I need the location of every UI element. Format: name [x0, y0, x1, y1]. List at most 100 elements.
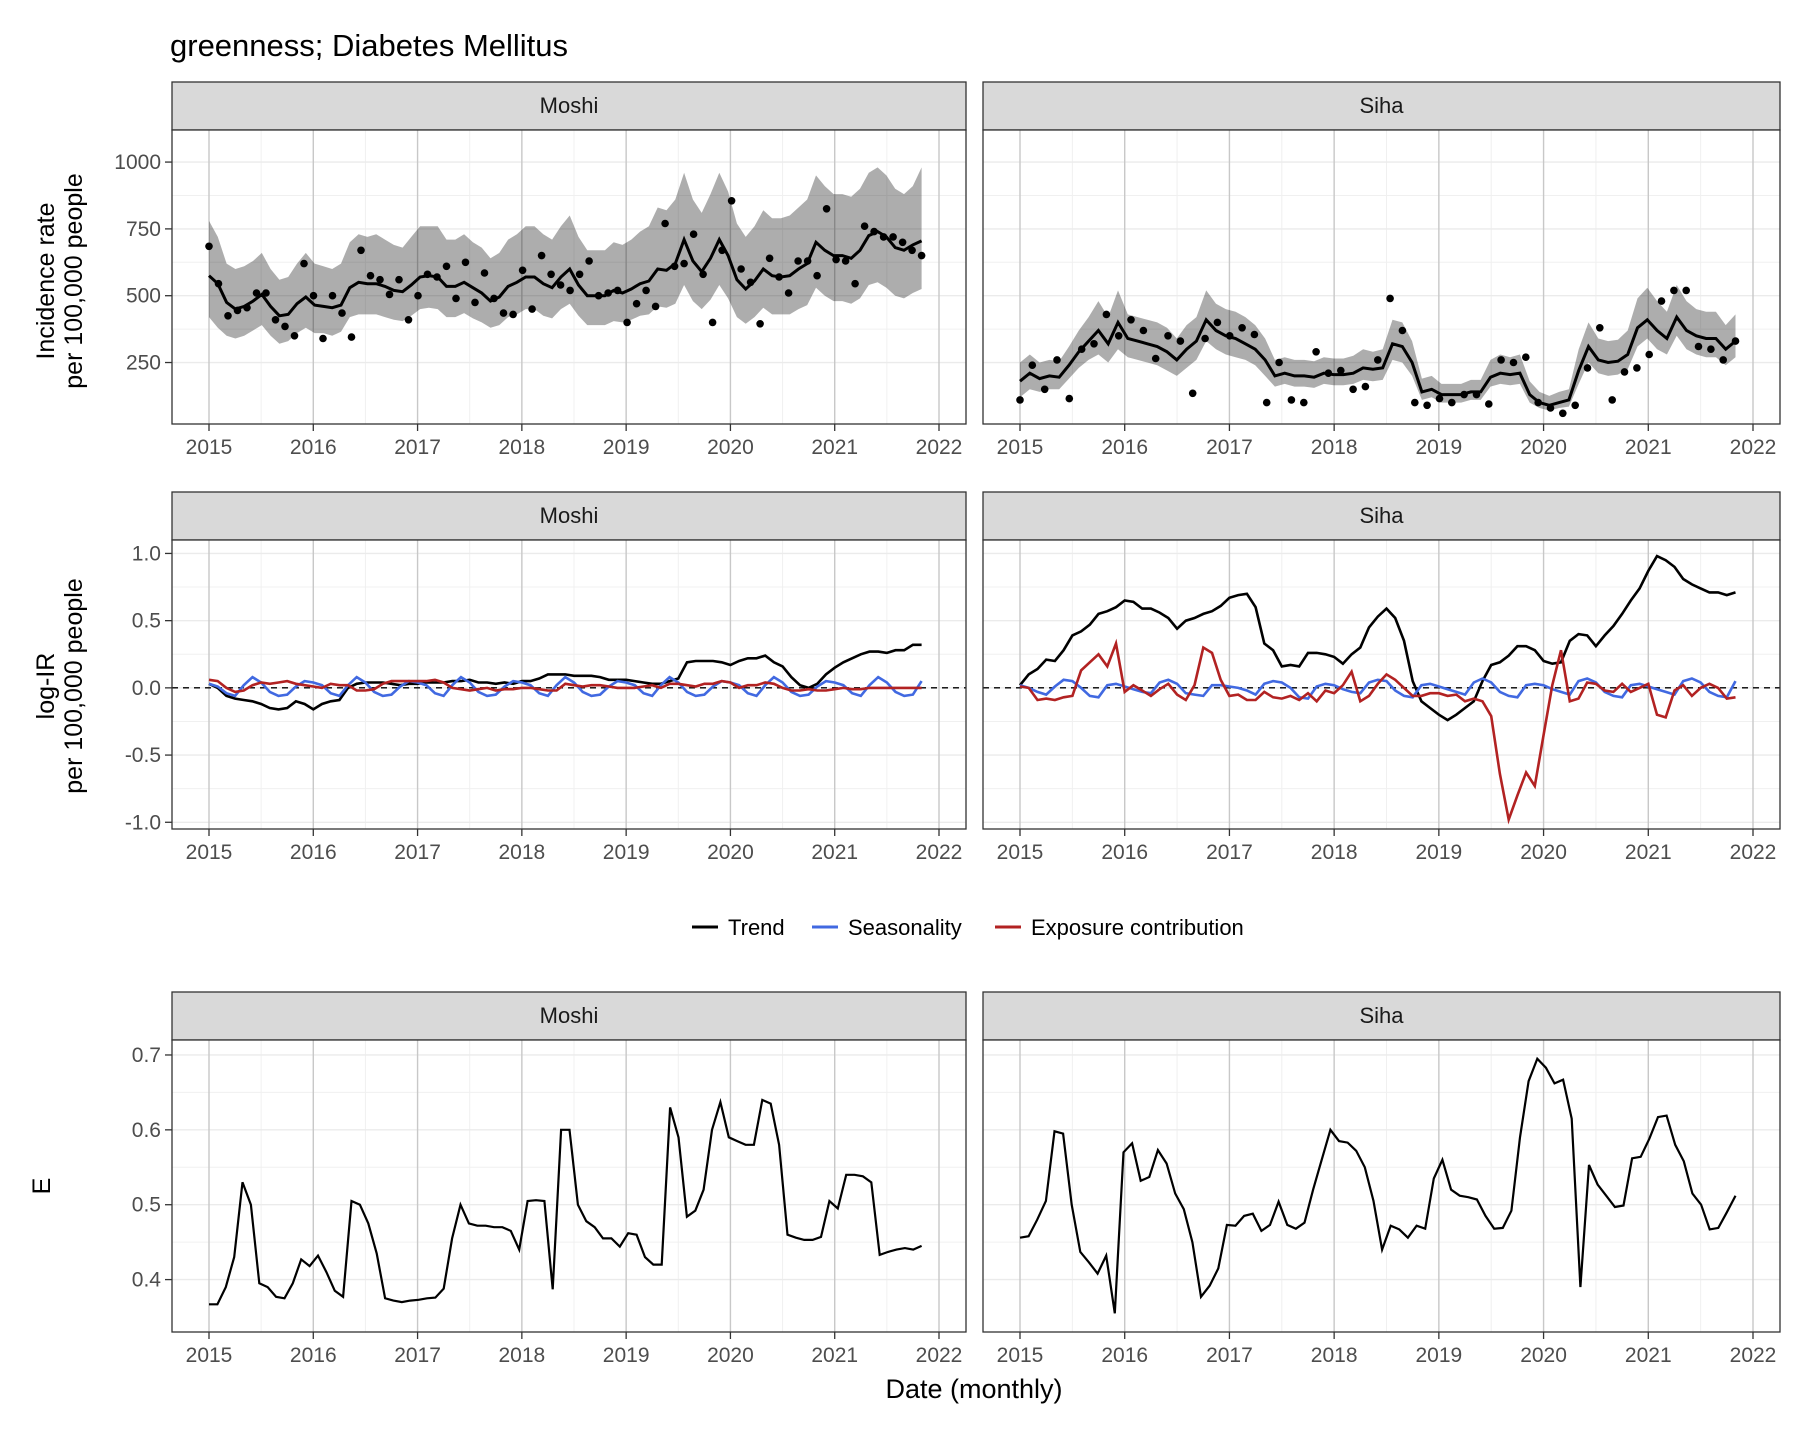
x-tick-label: 2020 [707, 436, 754, 459]
x-tick-label: 2016 [290, 436, 337, 459]
observed-point [205, 242, 213, 251]
observed-point [623, 318, 631, 327]
observed-point [585, 257, 593, 265]
x-tick-label: 2017 [394, 436, 441, 459]
x-tick-label: 2019 [1415, 1344, 1462, 1367]
observed-point [1707, 345, 1715, 354]
observed-point [718, 246, 726, 255]
observed-point [300, 259, 308, 268]
panel-moshi-row2: Moshi 2015 2016 2017 2018 2019 2020 2021 2022 -1.… [125, 491, 967, 864]
panel-border [171, 129, 967, 425]
observed-point [1522, 353, 1530, 362]
x-tick-label: 2017 [394, 1344, 441, 1367]
row2-ylabel-line2: per 100,000 people [60, 578, 88, 793]
x-tick-label: 2015 [186, 436, 233, 459]
observed-point [319, 334, 327, 343]
observed-point [1188, 389, 1197, 398]
observed-point [1164, 332, 1172, 340]
panel-moshi-row1: Moshi 2015 2016 2017 2018 2019 2020 2021 2022 250… [114, 81, 967, 459]
x-tick-label: 2019 [603, 436, 650, 459]
observed-point [879, 233, 888, 241]
observed-point [1645, 350, 1653, 359]
observed-point [689, 230, 698, 238]
observed-point [1694, 342, 1703, 351]
observed-point [1040, 385, 1049, 394]
observed-point [281, 322, 289, 331]
observed-point [1620, 368, 1629, 376]
observed-point [423, 270, 432, 279]
series-line-exposure-contribution [208, 678, 922, 694]
y-tick-label: 0.7 [132, 1044, 161, 1067]
observed-point [376, 275, 384, 284]
observed-point [860, 222, 869, 230]
observed-point [1361, 382, 1370, 391]
facet-label: Siha [1359, 1003, 1404, 1028]
observed-point [338, 309, 346, 317]
x-tick-label: 2017 [1206, 1344, 1253, 1367]
observed-point [908, 246, 916, 255]
exposure-line [209, 1097, 923, 1306]
x-tick-label: 2016 [1101, 1344, 1148, 1367]
observed-point [243, 303, 251, 312]
observed-point [385, 290, 394, 299]
legend: Trend Seasonality Exposure contribution [692, 915, 1244, 940]
observed-point [1151, 354, 1160, 363]
observed-point [822, 205, 831, 213]
x-tick-label: 2017 [1206, 436, 1253, 459]
x-tick-label: 2017 [394, 841, 441, 864]
y-tick-label: 0.6 [132, 1119, 161, 1142]
panel-siha-row1: Siha 2015 2016 2017 2018 2019 2020 2021 2022 [982, 81, 1781, 459]
observed-point [889, 233, 897, 241]
observed-point [1731, 337, 1740, 345]
observed-point [328, 291, 337, 300]
x-tick-label: 2017 [1206, 841, 1253, 864]
observed-point [395, 275, 403, 284]
observed-point [803, 257, 812, 265]
facet-strip [982, 491, 1781, 541]
x-tick-label: 2018 [498, 1344, 545, 1367]
observed-point [1114, 332, 1123, 340]
observed-point [737, 265, 745, 273]
observed-point [813, 271, 821, 280]
observed-point [756, 320, 764, 328]
x-tick-label: 2020 [1520, 1344, 1567, 1367]
observed-point [499, 309, 508, 317]
row1-ylabel-line1: Incidence rate [32, 202, 60, 359]
observed-point [547, 270, 555, 279]
row1-ylabel-line2: per 100,000 people [60, 173, 88, 388]
observed-point [1065, 394, 1074, 403]
facet-strip [171, 991, 967, 1041]
observed-point [1583, 364, 1592, 372]
observed-point [1016, 396, 1024, 404]
x-tick-label: 2019 [1415, 841, 1462, 864]
observed-point [1435, 394, 1444, 403]
observed-point [1139, 326, 1148, 335]
fitted-line [1019, 314, 1737, 407]
observed-point [1201, 334, 1209, 343]
observed-point [1608, 396, 1616, 404]
x-tick-label: 2018 [1311, 436, 1358, 459]
observed-point [433, 273, 441, 281]
observed-point [262, 289, 270, 297]
observed-point [794, 257, 802, 265]
x-tick-label: 2016 [290, 1344, 337, 1367]
observed-point [699, 270, 707, 279]
observed-point [480, 269, 489, 277]
facet-label: Moshi [540, 1003, 599, 1028]
x-tick-label: 2021 [1625, 841, 1672, 864]
observed-point [832, 255, 840, 264]
x-tick-label: 2022 [916, 436, 963, 459]
observed-point [1090, 340, 1098, 348]
y-tick-label: 500 [126, 285, 161, 308]
observed-point [1559, 409, 1567, 418]
observed-point [746, 278, 755, 287]
panel-background [172, 130, 966, 424]
y-tick-label: 0.4 [132, 1269, 162, 1292]
observed-point [708, 318, 717, 327]
series-line-seasonality [1019, 677, 1737, 701]
legend-label-exposure: Exposure contribution [1031, 915, 1244, 940]
observed-point [870, 227, 878, 236]
observed-point [566, 286, 574, 295]
observed-point [271, 316, 280, 324]
